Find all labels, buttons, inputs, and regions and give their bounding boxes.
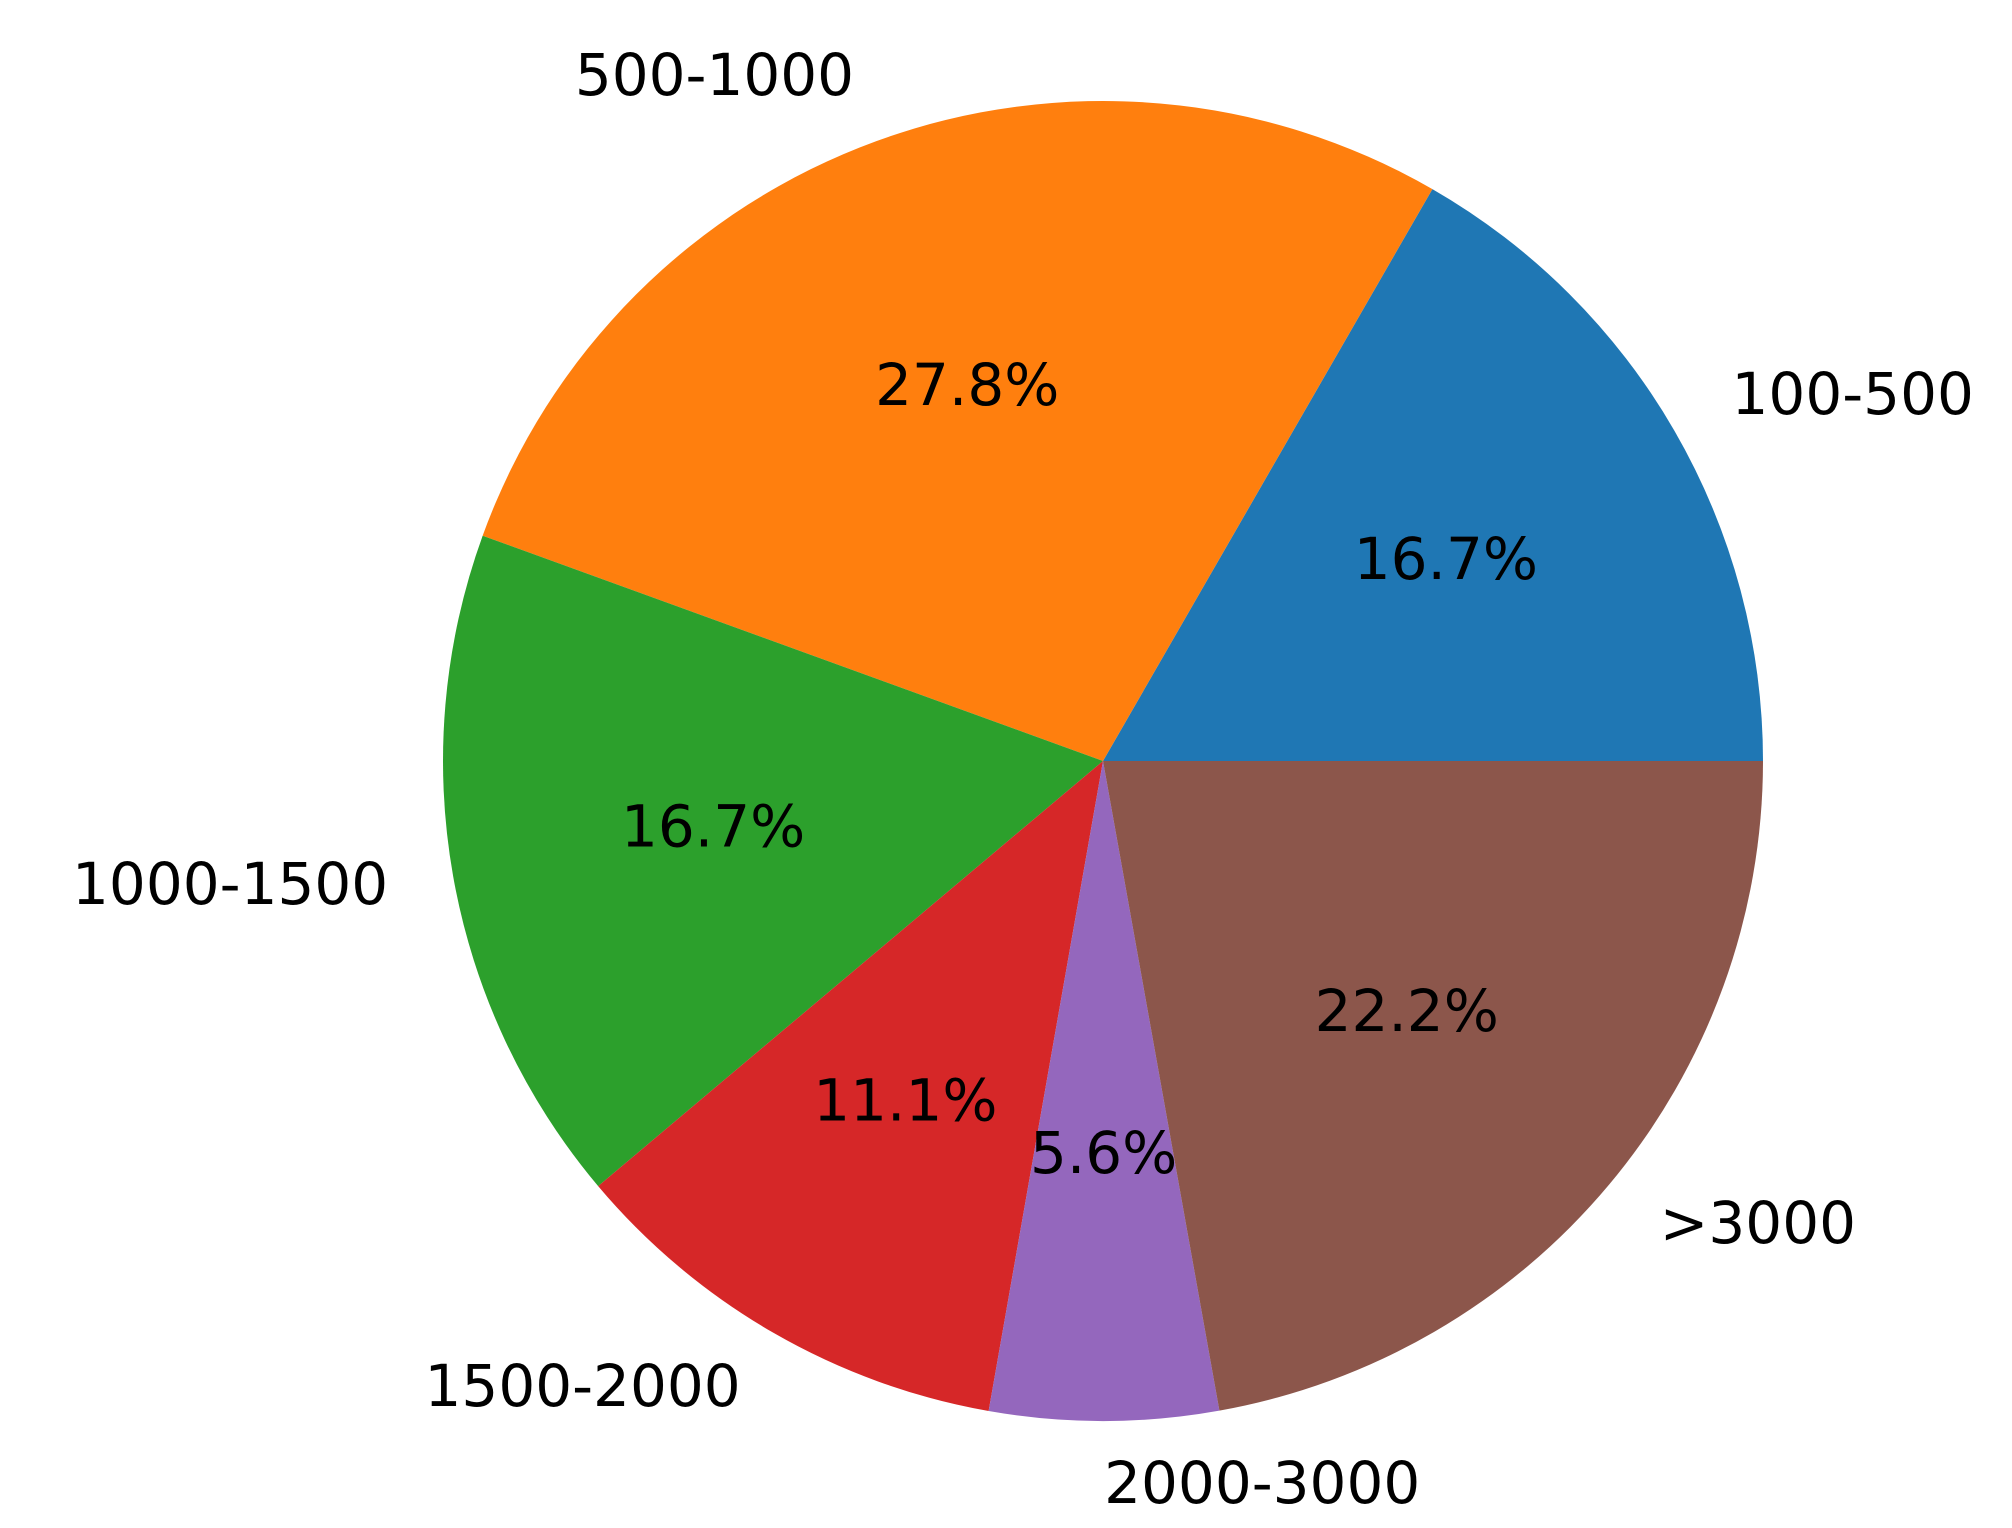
value-label: 22.2% xyxy=(1315,977,1499,1045)
slice-label: 1000-1500 xyxy=(72,850,388,918)
slice-label: >3000 xyxy=(1660,1189,1856,1257)
value-label: 11.1% xyxy=(813,1066,997,1134)
value-label: 16.7% xyxy=(1354,525,1538,593)
pie-slice xyxy=(443,535,1103,1187)
slice-label: 2000-3000 xyxy=(1104,1449,1420,1517)
value-label: 16.7% xyxy=(621,792,805,860)
pie-slice xyxy=(988,761,1220,1421)
pie-slice xyxy=(1103,761,1763,1411)
pie-slice xyxy=(482,101,1433,761)
pie-slice xyxy=(1103,189,1763,762)
slice-label: 1500-2000 xyxy=(425,1352,741,1420)
slice-label: 100-500 xyxy=(1732,360,1974,428)
slice-label: 500-1000 xyxy=(575,41,854,109)
value-label: 5.6% xyxy=(1030,1119,1177,1187)
pie-slice xyxy=(598,761,1103,1412)
value-label: 27.8% xyxy=(875,351,1059,419)
